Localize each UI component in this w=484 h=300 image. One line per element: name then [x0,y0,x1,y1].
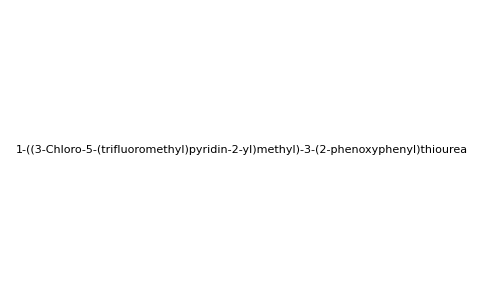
Text: 1-((3-Chloro-5-(trifluoromethyl)pyridin-2-yl)methyl)-3-(2-phenoxyphenyl)thiourea: 1-((3-Chloro-5-(trifluoromethyl)pyridin-… [16,145,468,155]
